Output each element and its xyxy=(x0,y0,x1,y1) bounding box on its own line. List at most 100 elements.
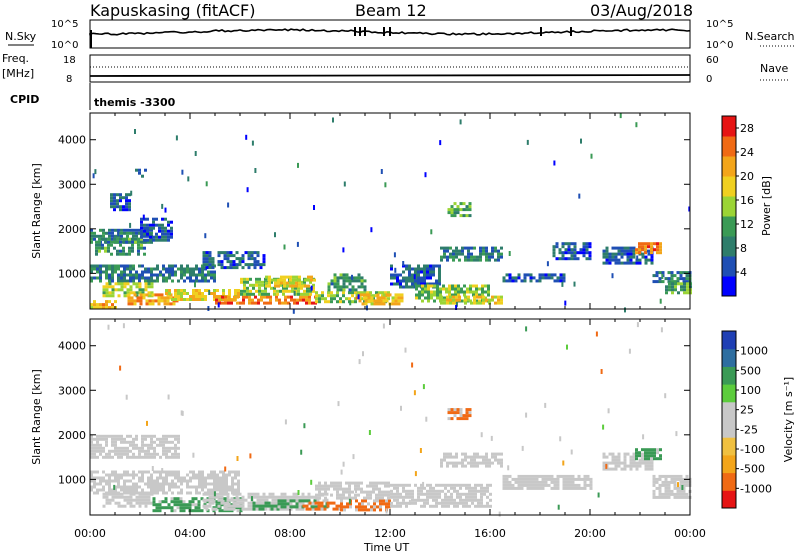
velocity-cell xyxy=(378,490,381,494)
velocity-cell xyxy=(483,504,486,508)
velocity-cell xyxy=(411,501,414,505)
power-cell xyxy=(128,205,131,209)
power-cell xyxy=(360,279,364,283)
power-cell xyxy=(253,260,257,264)
velocity-cell xyxy=(339,481,342,485)
power-cell xyxy=(463,293,466,297)
power-cell xyxy=(252,283,255,287)
power-cell xyxy=(450,214,454,218)
power-cell xyxy=(674,282,677,286)
velocity-cell xyxy=(562,486,566,490)
velocity-cell xyxy=(138,504,142,508)
power-cell xyxy=(333,282,337,286)
power-cell xyxy=(426,264,429,268)
velocity-cell xyxy=(117,504,121,508)
velocity-cell xyxy=(470,458,473,462)
power-cell xyxy=(378,291,381,295)
power-cell xyxy=(429,276,432,280)
velocity-cell xyxy=(438,489,441,493)
velocity-cell xyxy=(482,461,485,465)
velocity-cell xyxy=(162,434,165,438)
power-cell xyxy=(110,202,113,206)
power-cell xyxy=(485,298,488,302)
velocity-cell xyxy=(159,488,162,492)
velocity-cell xyxy=(90,455,93,459)
velocity-cell xyxy=(385,502,388,506)
power-cell xyxy=(397,293,401,297)
velocity-cell xyxy=(150,446,153,450)
velocity-cell xyxy=(453,411,457,415)
velocity-cell xyxy=(653,451,656,455)
velocity-cell xyxy=(647,454,650,458)
velocity-cell xyxy=(682,489,686,493)
velocity-noise-cell xyxy=(525,412,528,418)
velocity-cell xyxy=(538,480,542,484)
power-cell xyxy=(284,295,287,299)
power-cell xyxy=(253,251,257,255)
power-cell xyxy=(638,251,641,255)
power-cell xyxy=(116,202,119,206)
velocity-cell xyxy=(614,464,618,468)
power-cell xyxy=(421,287,424,291)
power-cell xyxy=(396,276,399,280)
velocity-cell xyxy=(523,477,527,481)
power-cell xyxy=(204,276,207,280)
power-cell xyxy=(308,301,311,305)
power-cell xyxy=(254,301,257,305)
velocity-cell xyxy=(577,486,581,490)
power-cell xyxy=(629,249,633,253)
power-cell xyxy=(293,298,296,302)
velocity-cell xyxy=(225,485,228,489)
power-cell xyxy=(670,274,674,278)
velocity-cell xyxy=(147,485,150,489)
power-cell xyxy=(467,252,470,256)
power-cell xyxy=(473,246,476,250)
power-cell xyxy=(313,278,316,282)
velocity-cell xyxy=(494,455,497,459)
velocity-cell xyxy=(132,492,136,496)
power-cell xyxy=(131,237,134,241)
velocity-cell xyxy=(411,495,414,499)
velocity-cell xyxy=(370,505,373,509)
velocity-cell xyxy=(176,503,180,507)
power-cell xyxy=(400,293,404,297)
power-cell xyxy=(170,229,173,233)
velocity-cell xyxy=(650,458,654,462)
power-cell xyxy=(481,287,484,291)
power-cell xyxy=(682,277,686,281)
velocity-cell xyxy=(156,485,159,489)
power-cell xyxy=(297,286,300,290)
velocity-cell xyxy=(673,477,677,481)
velocity-cell xyxy=(274,507,278,511)
power-cell xyxy=(588,254,592,258)
power-cell xyxy=(336,291,339,295)
velocity-cell xyxy=(129,504,133,508)
velocity-cell xyxy=(102,488,105,492)
velocity-cell xyxy=(108,455,111,459)
power-cell xyxy=(102,270,105,274)
power-cell xyxy=(287,301,290,305)
velocity-cell xyxy=(447,489,450,493)
power-cell xyxy=(605,261,609,265)
power-cell xyxy=(576,257,580,261)
power-cell xyxy=(93,276,96,280)
power-cell xyxy=(189,273,192,277)
velocity-cell xyxy=(360,490,363,494)
power-cell xyxy=(315,291,318,295)
power-cell xyxy=(240,289,243,293)
power-patch-20 xyxy=(447,202,472,218)
power-cell xyxy=(321,297,324,301)
power-cell xyxy=(160,296,164,300)
velocity-cell xyxy=(538,486,542,490)
power-cell xyxy=(129,267,132,271)
velocity-cell xyxy=(292,499,296,503)
power-cell xyxy=(96,270,99,274)
power-cell xyxy=(438,282,441,286)
velocity-cell xyxy=(346,502,349,506)
power-cell xyxy=(105,303,108,307)
velocity-cell xyxy=(144,495,148,499)
velocity-cell xyxy=(520,486,524,490)
velocity-noise-cell xyxy=(419,448,422,453)
power-cell xyxy=(90,279,93,283)
velocity-cell xyxy=(650,451,653,455)
